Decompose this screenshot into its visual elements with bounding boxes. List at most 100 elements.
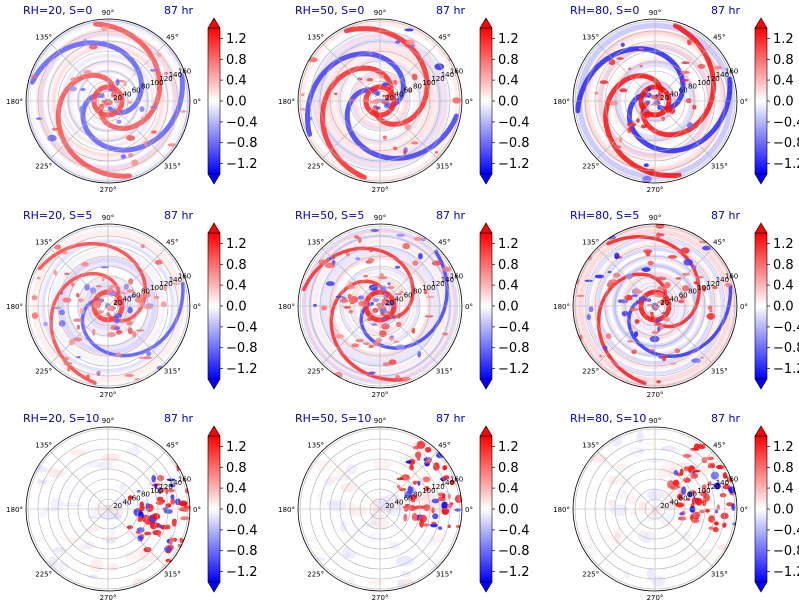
angular-tick-label: 45° [166,239,178,247]
field-patch [349,464,358,472]
field-patch [396,556,414,567]
colorbar-tick-label: 1.2 [226,440,247,455]
radial-tick-label: 60 [679,87,688,95]
field-patch [696,276,704,278]
field-patch [636,118,640,123]
convective-cell [138,535,144,541]
field-patch [644,112,650,118]
colorbar-tick-label: 1.2 [498,237,519,252]
field-patch [109,563,119,572]
colorbar-tick-label: −0.4 [226,320,258,335]
field-patch [620,299,628,303]
convective-cell [403,514,407,522]
field-patch [652,576,666,588]
radial-tick-label: 40 [395,498,404,506]
angular-tick-label: 45° [438,34,450,42]
field-patch [648,87,651,92]
angular-tick-label: 135° [582,442,599,450]
colorbar-tick-label: −0.4 [773,115,799,130]
colorbar-tick-label: 0.0 [498,95,519,110]
field-patch [311,557,326,561]
angular-tick-label: 270° [372,594,389,602]
field-patch [87,461,103,467]
panel-time-label: 87 hr [711,4,740,17]
panel-title: RH=20, S=5 [23,209,92,222]
radial-tick-label: 160 [450,272,463,280]
field-patch [418,253,423,259]
radial-tick-label: 20 [385,94,394,102]
field-patch [678,300,684,304]
angular-tick-label: 0° [193,98,201,106]
angular-tick-label: 90° [649,9,661,17]
field-patch [622,311,629,316]
convective-cell [412,507,417,511]
field-patch [396,344,405,349]
field-patch [608,279,618,282]
field-patch [56,532,67,540]
field-patch [393,533,402,543]
convective-cell [413,481,419,483]
colorbar-extend-max [755,223,767,233]
radial-tick-label: 40 [670,498,679,506]
angular-tick-label: 0° [740,303,748,311]
colorbar-tick-label: −0.8 [226,544,258,559]
field-patch [639,48,644,50]
angular-tick-label: 315° [711,570,728,578]
angular-tick-label: 90° [102,9,114,17]
field-patch [307,117,312,121]
colorbar-tick-label: 0.8 [498,258,519,273]
angular-tick-label: 135° [307,442,324,450]
angular-tick-label: 270° [100,391,117,399]
colorbar-tick-label: 0.0 [498,503,519,518]
colorbar-extend-max [208,18,220,28]
field-patch [114,326,120,330]
colorbar-extend-max [208,426,220,436]
field-patch [83,39,87,46]
colorbar-tick-label: 0.4 [498,279,519,294]
colorbar-tick-label: −0.4 [226,115,258,130]
convective-cell [679,512,683,515]
field-patch [81,262,89,267]
panel-title: RH=80, S=10 [570,412,646,425]
colorbar [208,28,220,174]
angular-tick-label: 225° [582,367,599,375]
radial-tick-label: 160 [725,272,738,280]
radial-tick-label: 20 [385,502,394,510]
panel-time-label: 87 hr [436,412,465,425]
field-patch [650,336,660,343]
angular-tick-label: 45° [166,442,178,450]
field-patch [363,275,368,277]
convective-cell [702,457,708,463]
panel-time-label: 87 hr [711,412,740,425]
radial-tick-label: 20 [385,299,394,307]
colorbar-tick-label: −0.4 [498,115,530,130]
colorbar-extend-max [480,18,492,28]
polar-panel: 20 40 60 80 100120140160 0° 45° 90° 135° 180° 225°… [553,209,799,399]
radial-tick-label: 40 [123,498,132,506]
convective-cell [181,508,189,512]
colorbar-tick-label: −1.2 [226,362,258,377]
field-patch [587,536,594,550]
field-patch [655,319,660,323]
panel-title: RH=20, S=0 [23,4,92,17]
angular-tick-label: 225° [307,367,324,375]
angular-tick-label: 90° [102,417,114,425]
field-patch [86,374,90,380]
angular-tick-label: 180° [6,506,23,514]
field-patch [154,296,160,299]
field-patch [716,544,736,551]
panel-title: RH=50, S=10 [295,412,371,425]
colorbar-tick-label: 0.8 [773,258,794,273]
field-patch [161,301,167,307]
panel-title: RH=20, S=10 [23,412,99,425]
colorbar-tick-label: 0.0 [498,300,519,315]
colorbar-tick-label: −0.8 [226,136,258,151]
angular-tick-label: 90° [649,214,661,222]
angular-tick-label: 90° [649,417,661,425]
angular-tick-label: 180° [278,98,295,106]
field-patch [342,518,356,526]
colorbar-tick-label: 0.0 [226,503,247,518]
angular-tick-label: 270° [647,186,664,194]
angular-tick-label: 45° [438,442,450,450]
field-patch [369,531,383,544]
